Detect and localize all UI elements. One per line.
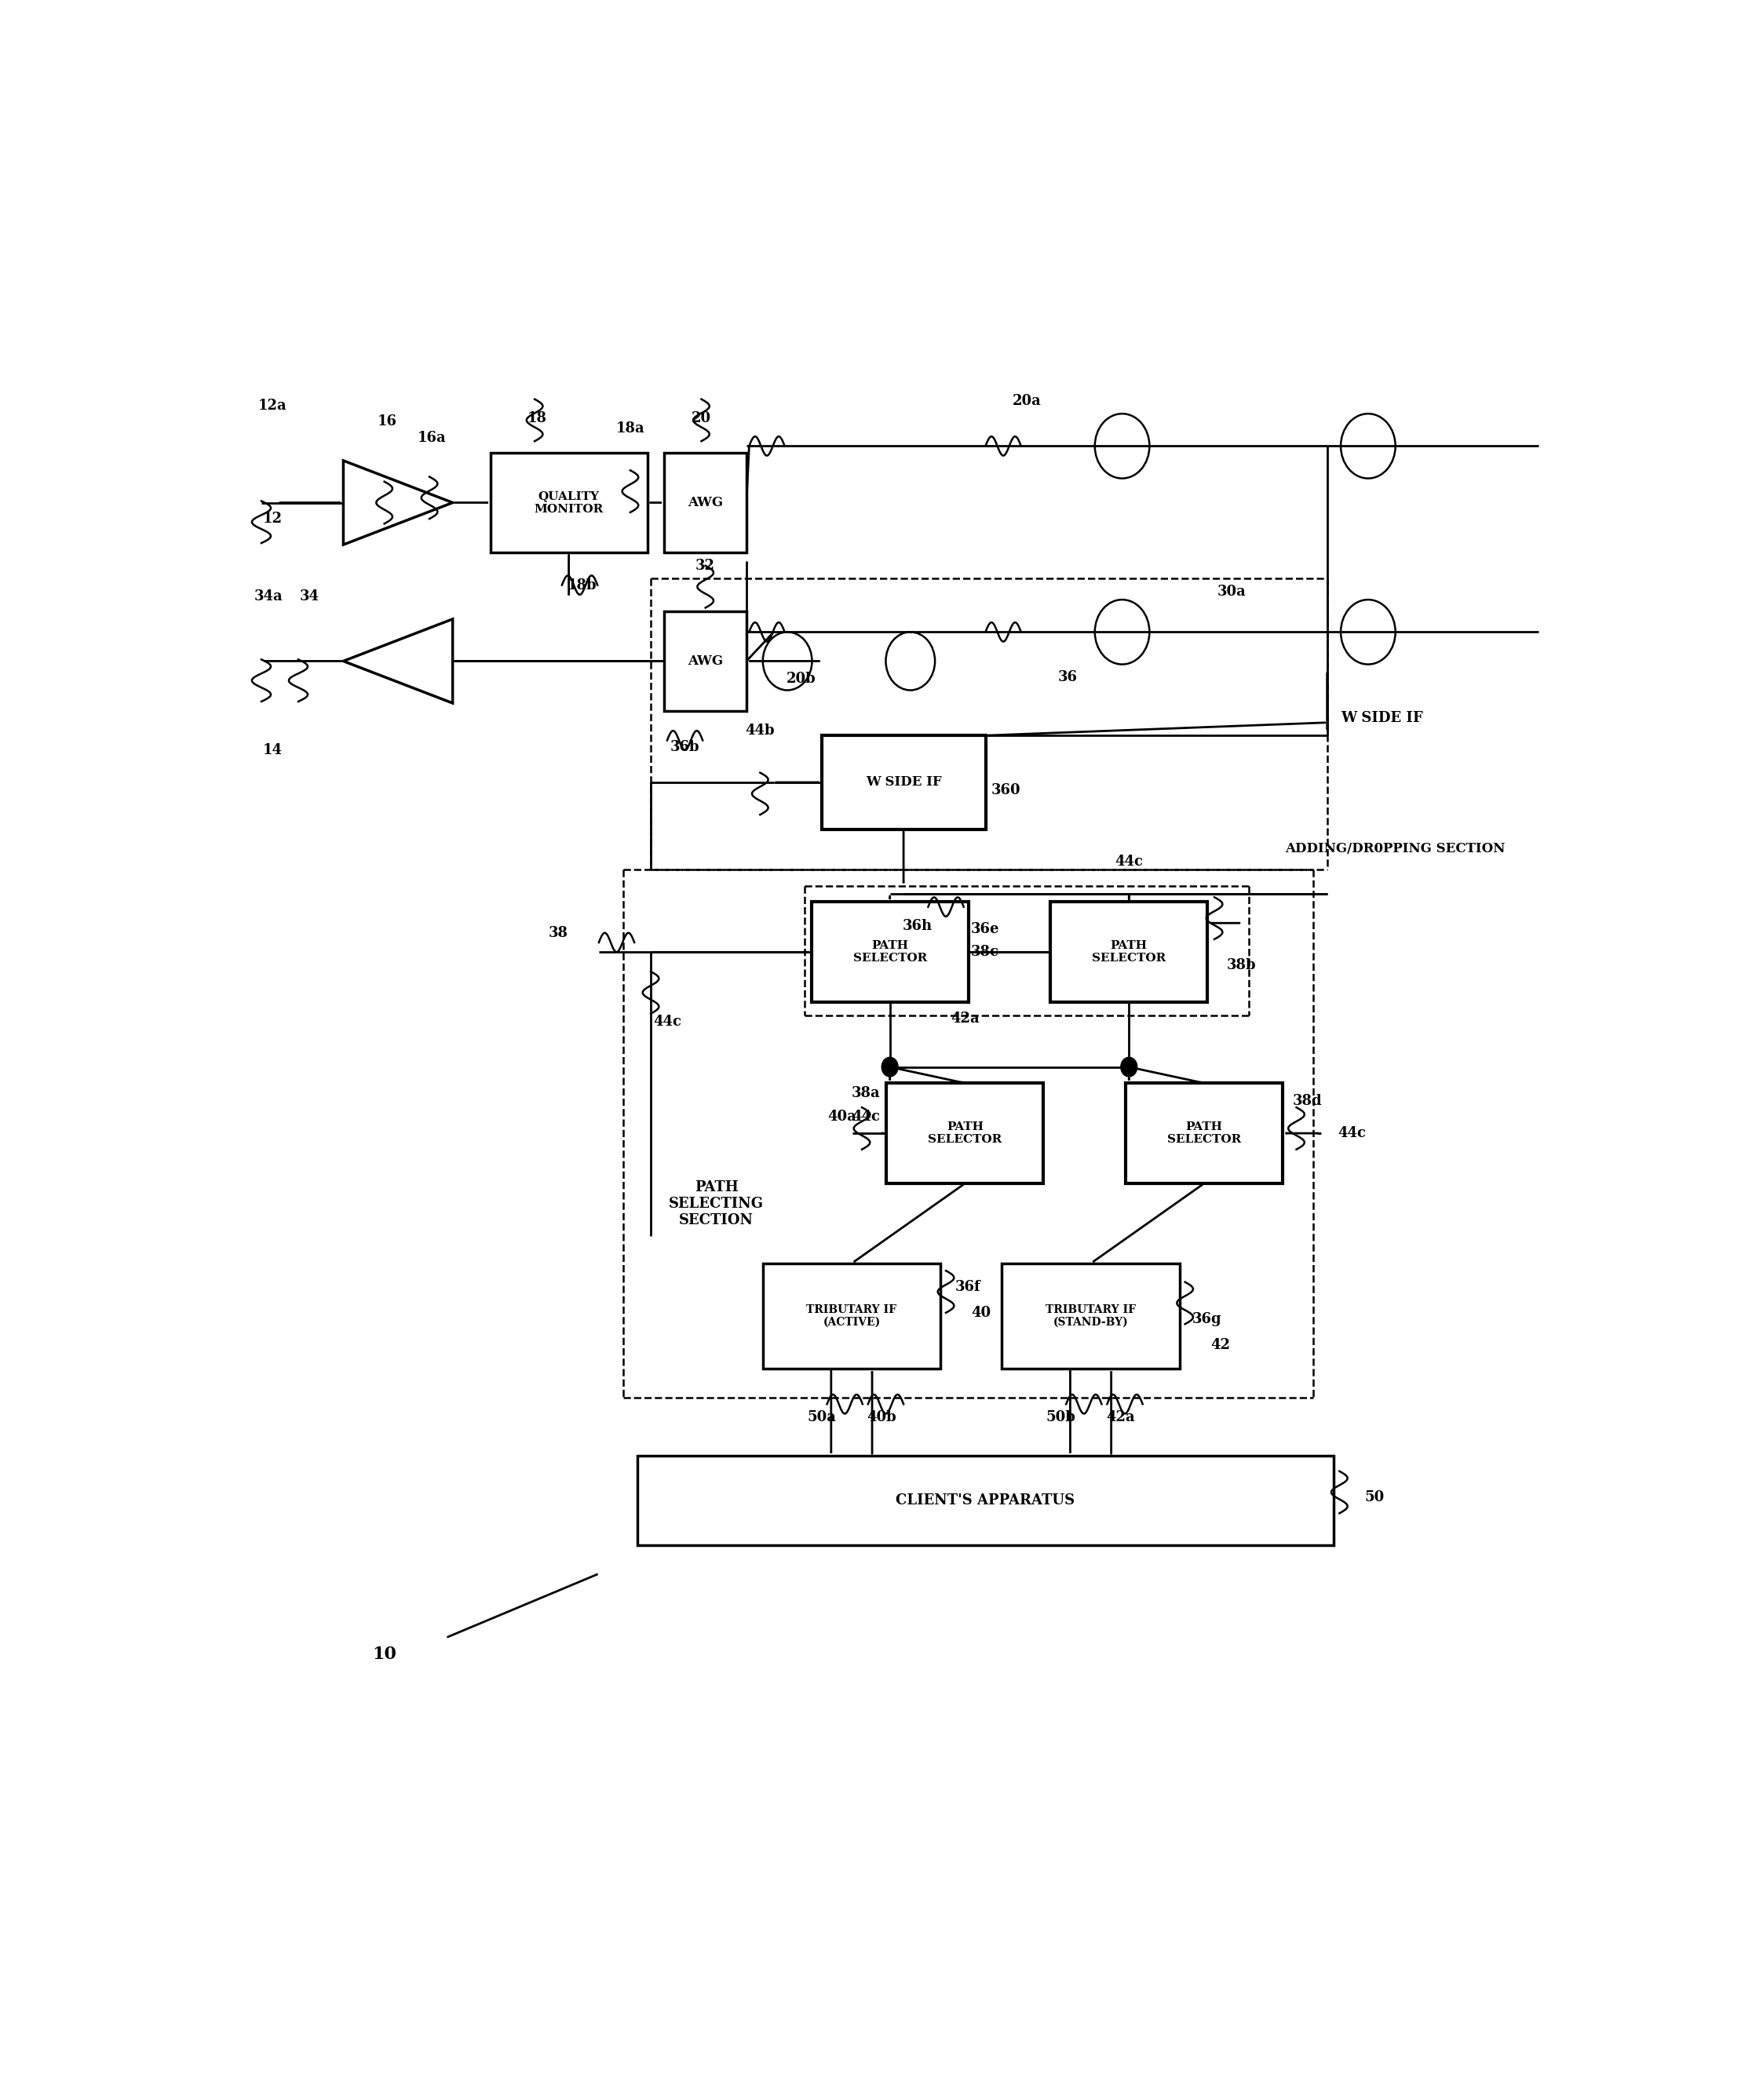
Text: 42a: 42a	[950, 1012, 980, 1025]
Text: 12: 12	[263, 512, 282, 525]
Text: W SIDE IF: W SIDE IF	[1340, 710, 1423, 724]
Text: PATH
SELECTOR: PATH SELECTOR	[927, 1121, 1001, 1145]
Text: W SIDE IF: W SIDE IF	[866, 775, 941, 790]
Text: 42a: 42a	[1107, 1409, 1135, 1424]
Text: 30a: 30a	[1216, 584, 1246, 598]
Text: CLIENT'S APPARATUS: CLIENT'S APPARATUS	[896, 1493, 1075, 1508]
Text: 36: 36	[1058, 670, 1077, 685]
Text: 38b: 38b	[1227, 958, 1257, 972]
Text: 20b: 20b	[786, 672, 816, 687]
Text: 38a: 38a	[852, 1086, 880, 1100]
Text: 18b: 18b	[568, 578, 598, 592]
FancyBboxPatch shape	[763, 1264, 940, 1369]
Text: 38c: 38c	[971, 945, 1000, 960]
FancyBboxPatch shape	[887, 1084, 1044, 1184]
Text: PATH
SELECTOR: PATH SELECTOR	[1091, 941, 1165, 964]
Text: AWG: AWG	[688, 496, 723, 510]
Text: 36f: 36f	[956, 1279, 980, 1294]
FancyBboxPatch shape	[811, 903, 968, 1002]
Text: 16: 16	[377, 414, 397, 428]
Circle shape	[1121, 1056, 1137, 1077]
Text: 32: 32	[696, 559, 716, 573]
Text: 16a: 16a	[418, 430, 446, 445]
FancyBboxPatch shape	[490, 452, 647, 552]
Text: 50: 50	[1365, 1491, 1384, 1504]
Text: 44c: 44c	[652, 1014, 681, 1029]
Text: AWG: AWG	[688, 655, 723, 668]
Text: 18a: 18a	[615, 422, 645, 435]
Text: 36b: 36b	[670, 739, 700, 754]
FancyBboxPatch shape	[822, 735, 986, 830]
Text: 14: 14	[263, 743, 282, 758]
Text: 20: 20	[691, 412, 710, 426]
FancyBboxPatch shape	[665, 611, 746, 712]
Text: QUALITY
MONITOR: QUALITY MONITOR	[534, 491, 603, 514]
Text: ADDING/DR0PPING SECTION: ADDING/DR0PPING SECTION	[1285, 842, 1506, 855]
Text: 360: 360	[991, 783, 1021, 798]
Text: 40: 40	[971, 1306, 991, 1319]
Text: 42: 42	[1211, 1338, 1231, 1352]
Text: 34: 34	[300, 590, 319, 603]
Text: PATH
SELECTOR: PATH SELECTOR	[1167, 1121, 1241, 1145]
Text: 38: 38	[548, 926, 568, 941]
Text: TRIBUTARY IF
(STAND-BY): TRIBUTARY IF (STAND-BY)	[1045, 1304, 1135, 1327]
FancyBboxPatch shape	[636, 1455, 1335, 1546]
Text: 36e: 36e	[970, 922, 1000, 937]
Text: 44c: 44c	[1338, 1126, 1366, 1140]
Text: 50b: 50b	[1045, 1409, 1075, 1424]
Text: 50a: 50a	[807, 1409, 836, 1424]
Text: 44c: 44c	[852, 1111, 880, 1124]
Text: 38d: 38d	[1292, 1094, 1322, 1109]
Text: 12a: 12a	[257, 399, 287, 414]
Circle shape	[882, 1056, 897, 1077]
FancyBboxPatch shape	[1001, 1264, 1179, 1369]
Text: PATH
SELECTING
SECTION: PATH SELECTING SECTION	[668, 1180, 763, 1226]
Text: 44b: 44b	[746, 724, 776, 737]
Text: 40a: 40a	[827, 1111, 857, 1124]
FancyBboxPatch shape	[665, 452, 746, 552]
FancyBboxPatch shape	[1051, 903, 1208, 1002]
Text: PATH
SELECTOR: PATH SELECTOR	[853, 941, 927, 964]
Text: 18: 18	[527, 412, 547, 426]
Text: 36g: 36g	[1192, 1312, 1222, 1327]
Text: 20a: 20a	[1012, 393, 1040, 407]
FancyBboxPatch shape	[1125, 1084, 1283, 1184]
Text: 34a: 34a	[254, 590, 282, 603]
Text: TRIBUTARY IF
(ACTIVE): TRIBUTARY IF (ACTIVE)	[806, 1304, 897, 1327]
Text: 36h: 36h	[903, 920, 933, 932]
Text: 10: 10	[372, 1644, 397, 1663]
Text: 44c: 44c	[1114, 855, 1142, 869]
Text: 40b: 40b	[867, 1409, 897, 1424]
